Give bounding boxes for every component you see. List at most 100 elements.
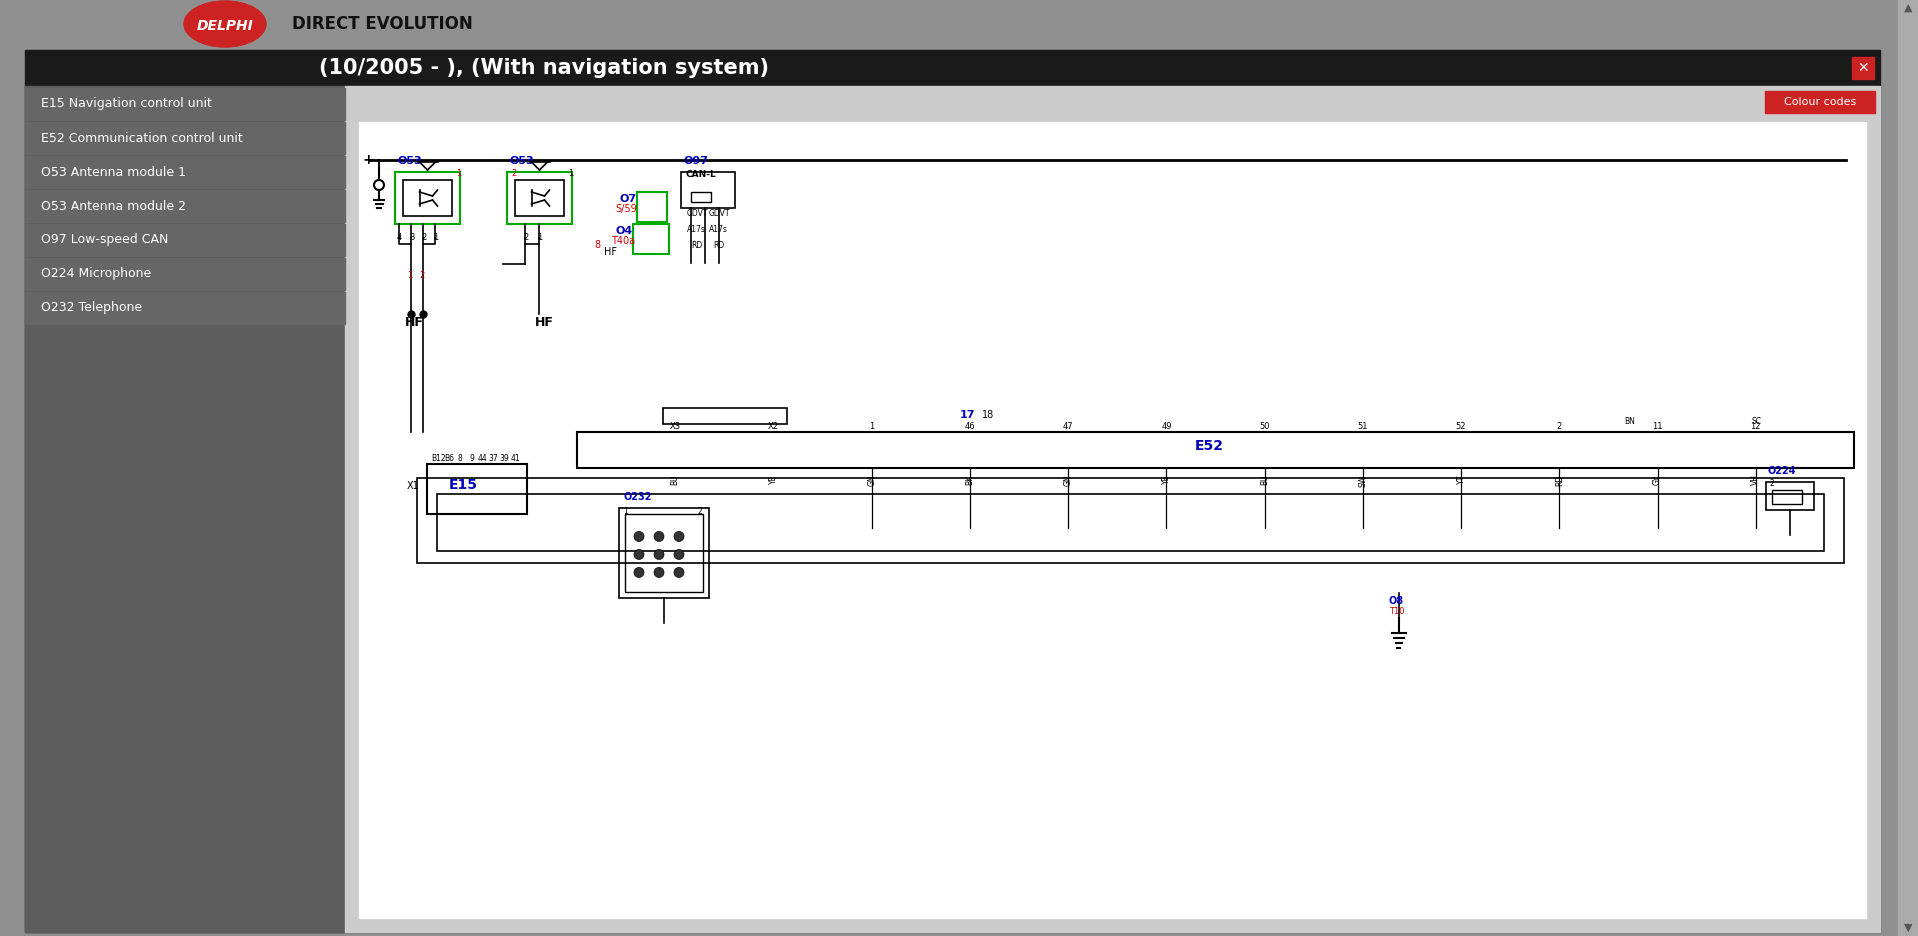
Text: 50: 50 [1260,422,1270,431]
Bar [690,192,712,202]
Text: T40a: T40a [612,236,635,246]
Text: X1: X1 [407,481,420,491]
Text: YE: YE [1162,475,1170,484]
Text: 2: 2 [420,233,426,242]
Text: T10: T10 [1389,607,1404,617]
Text: O53 Antenna module 2: O53 Antenna module 2 [40,199,186,212]
Circle shape [635,549,644,560]
Text: O7: O7 [620,194,637,204]
Text: 3: 3 [409,233,414,242]
Text: 1: 1 [568,169,573,178]
Text: 2: 2 [1770,479,1774,489]
Text: O224 Microphone: O224 Microphone [40,268,152,281]
Bar [345,86,1880,932]
Text: BK: BK [965,475,974,485]
Text: 17: 17 [961,411,976,420]
Bar [25,292,345,324]
Circle shape [673,567,685,578]
Text: B12: B12 [432,454,445,463]
Text: O97: O97 [683,156,708,166]
Bar [664,408,788,424]
Text: CAN-L: CAN-L [685,170,715,179]
Bar [681,172,735,208]
Text: O232: O232 [623,492,652,503]
Text: X2: X2 [767,422,779,431]
Bar [637,192,667,222]
Text: E15 Navigation control unit: E15 Navigation control unit [40,97,211,110]
Text: E15: E15 [449,478,478,492]
Text: HF: HF [604,247,618,257]
Text: 18: 18 [982,411,994,420]
Text: ▲: ▲ [1905,3,1912,13]
Circle shape [673,532,685,541]
Circle shape [654,567,664,578]
Bar [25,258,345,290]
Text: A17s: A17s [687,225,706,234]
Text: O97 Low-speed CAN: O97 Low-speed CAN [40,233,169,246]
Text: Colour codes: Colour codes [1784,97,1857,107]
Text: (10/2005 - ), (With navigation system): (10/2005 - ), (With navigation system) [318,58,769,78]
Text: RD: RD [1555,475,1563,486]
Text: 1: 1 [537,233,543,242]
Text: DIRECT EVOLUTION: DIRECT EVOLUTION [292,15,472,33]
Text: 44: 44 [478,454,487,463]
Text: O53 Antenna module 1: O53 Antenna module 1 [40,166,186,179]
Text: 2: 2 [524,233,527,242]
Text: E52 Communication control unit: E52 Communication control unit [40,131,244,144]
Bar [625,515,704,592]
Bar [25,86,345,932]
Text: E52: E52 [1195,439,1224,453]
Text: 1: 1 [456,169,460,178]
Text: 8: 8 [595,240,600,250]
Text: YT: YT [1456,475,1465,484]
Bar [577,432,1855,468]
Text: BU: BU [1260,475,1270,485]
Bar [428,464,527,515]
Bar [25,122,345,154]
Bar [403,180,453,216]
Text: 39: 39 [501,454,510,463]
Text: O8: O8 [1389,596,1404,607]
Text: GN: GN [1064,475,1072,486]
Text: ✕: ✕ [1857,61,1868,75]
Bar [25,88,345,120]
Bar [620,508,710,598]
Bar [416,478,1843,563]
Circle shape [635,532,644,541]
Text: S/59: S/59 [616,204,637,214]
Text: 46: 46 [965,422,974,431]
Text: BN: BN [1625,417,1634,427]
Text: HF: HF [535,316,554,329]
Text: 2: 2 [696,507,702,517]
Bar [1853,57,1874,79]
Text: 49: 49 [1160,422,1172,431]
Text: 11: 11 [1651,422,1663,431]
Text: 2: 2 [1557,422,1561,431]
Text: DELPHI: DELPHI [198,19,253,33]
Text: GY: GY [1653,475,1663,485]
Text: 47: 47 [1063,422,1074,431]
Text: YE: YE [769,475,779,484]
Bar [359,122,1866,918]
Bar [1765,91,1876,113]
Text: A17s: A17s [710,225,727,234]
Text: 1: 1 [407,271,412,280]
Text: ▼: ▼ [1905,923,1912,933]
Bar [437,494,1824,551]
Text: 8: 8 [458,454,462,463]
Bar [395,172,460,224]
Bar [506,172,572,224]
Text: +: + [363,153,374,167]
Text: GN: GN [867,475,877,486]
Text: GDVT: GDVT [710,209,731,218]
Text: 51: 51 [1358,422,1368,431]
Text: 52: 52 [1456,422,1467,431]
Text: 41: 41 [510,454,520,463]
Text: BU: BU [671,475,679,485]
Bar [1899,0,1918,936]
Text: O53: O53 [399,156,422,166]
Text: O53: O53 [510,156,535,166]
Text: O4: O4 [616,226,633,236]
Text: SW: SW [1358,475,1368,487]
Circle shape [654,549,664,560]
